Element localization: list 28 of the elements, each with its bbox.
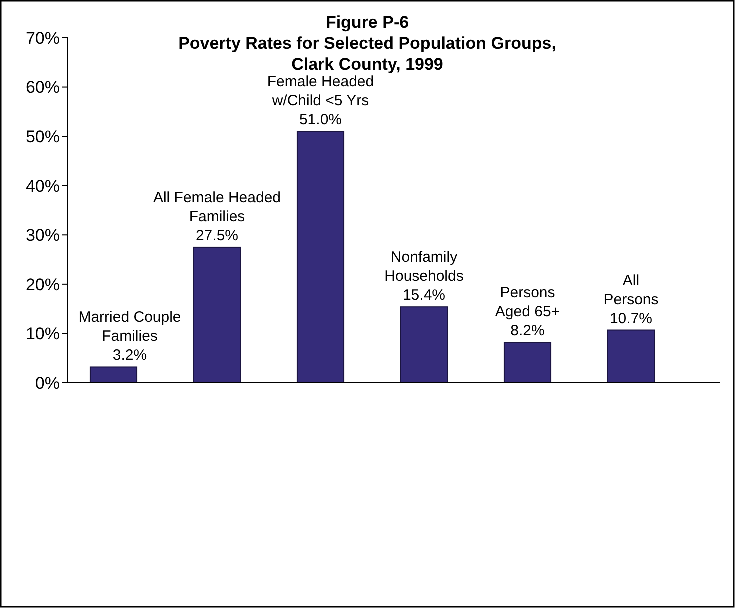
- data-label: 10.7%: [610, 310, 653, 328]
- chart-title: Figure P-6: [326, 13, 410, 32]
- y-tick-label: 0%: [35, 374, 60, 393]
- y-tick-label: 20%: [26, 275, 60, 294]
- bar: [296, 131, 345, 384]
- y-tick-label: 10%: [26, 324, 60, 344]
- x-tick-label: Persons Aged 65+: [495, 284, 560, 321]
- bar: [90, 366, 138, 384]
- data-label: 15.4%: [402, 287, 446, 304]
- data-label: 27.5%: [196, 227, 239, 244]
- bar: [504, 342, 552, 384]
- data-label: 51.0%: [299, 112, 342, 129]
- x-tick-label: All Persons: [604, 272, 659, 308]
- data-label: 8.2%: [510, 322, 545, 340]
- y-tick-label: 60%: [26, 78, 60, 98]
- x-tick-label: Female Headed w/Child <5 Yrs: [267, 74, 374, 110]
- bar: [607, 330, 656, 384]
- x-tick-label: Married Couple Families: [78, 309, 182, 346]
- y-tick-label: 70%: [26, 28, 60, 48]
- x-tick-label: All Female Headed Families: [153, 189, 282, 226]
- y-tick-label: 50%: [26, 128, 60, 147]
- y-tick-label: 30%: [26, 226, 60, 246]
- x-tick-label: Nonfamily Households: [384, 249, 464, 286]
- y-tick-label: 40%: [26, 176, 60, 196]
- chart-subtitle: Poverty Rates for Selected Population Groups, Clark County, 1999: [178, 34, 556, 74]
- data-label: 3.2%: [112, 347, 148, 364]
- bar: [193, 246, 242, 384]
- bar: [400, 306, 448, 384]
